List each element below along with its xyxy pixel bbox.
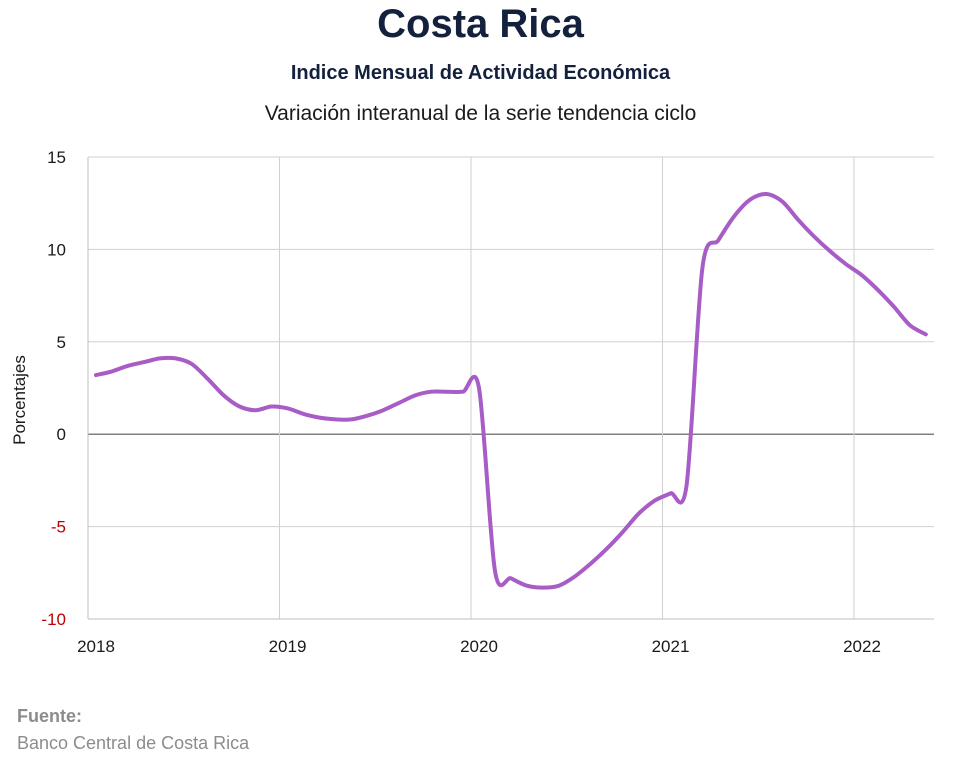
data-point [637, 512, 641, 516]
data-point [270, 405, 274, 409]
data-point [605, 547, 609, 551]
y-tick-label: 15 [47, 148, 66, 167]
data-point [349, 417, 353, 421]
data-point [222, 393, 226, 397]
x-tick-label: 2018 [77, 637, 115, 656]
data-point [557, 584, 561, 588]
data-point [429, 390, 433, 394]
chart-subtitle: Indice Mensual de Actividad Económica [290, 62, 671, 84]
data-point [716, 238, 720, 242]
data-point [732, 214, 736, 218]
data-point [477, 386, 481, 390]
data-point [461, 390, 465, 394]
source-text: Banco Central de Costa Rica [17, 733, 250, 753]
data-point [573, 575, 577, 579]
y-tick-label: 10 [47, 240, 66, 259]
data-point [541, 586, 545, 590]
data-point [286, 406, 290, 410]
data-point [333, 417, 337, 421]
data-point [413, 393, 417, 397]
data-point [126, 364, 130, 368]
y-tick-label: -10 [41, 610, 66, 629]
x-tick-label: 2019 [269, 637, 307, 656]
source-label: Fuente: [17, 706, 82, 726]
data-point [525, 584, 529, 588]
y-tick-label: 0 [57, 425, 66, 444]
data-point [876, 288, 880, 292]
data-point [828, 249, 832, 253]
series-layer [94, 191, 928, 590]
y-axis-label: Porcentajes [10, 355, 29, 445]
data-point [142, 360, 146, 364]
data-point [924, 332, 928, 336]
data-point [254, 408, 258, 412]
x-tick-label: 2021 [652, 637, 690, 656]
data-point [796, 218, 800, 222]
data-point [844, 262, 848, 266]
data-point [764, 192, 768, 196]
data-point [860, 273, 864, 277]
chart-subtitle-secondary: Variación interanual de la serie tendenc… [264, 102, 697, 125]
data-point [892, 305, 896, 309]
data-point [365, 414, 369, 418]
axis-layer: 15 10 5 0 -5 -10 2018 2019 2020 2021 2022 [41, 148, 934, 656]
data-point [397, 401, 401, 405]
data-point [174, 356, 178, 360]
data-point [700, 266, 704, 270]
x-tick-label: 2020 [460, 637, 498, 656]
x-tick-label: 2022 [843, 637, 881, 656]
series-line [94, 191, 928, 590]
data-point [110, 369, 114, 373]
data-point [589, 562, 593, 566]
data-point [812, 235, 816, 239]
data-point [653, 499, 657, 503]
data-point [445, 390, 449, 394]
y-tick-label: 5 [57, 333, 66, 352]
data-point [493, 569, 497, 573]
data-point [509, 576, 513, 580]
y-tick-label: -5 [51, 518, 66, 537]
data-point [158, 356, 162, 360]
data-point [669, 491, 673, 495]
data-point [94, 373, 98, 377]
data-point [685, 484, 689, 488]
data-point [381, 408, 385, 412]
data-point [621, 530, 625, 534]
data-point [238, 405, 242, 409]
data-point [780, 199, 784, 203]
data-point [190, 362, 194, 366]
data-point [302, 412, 306, 416]
data-point [748, 198, 752, 202]
chart-title: Costa Rica [377, 2, 584, 46]
data-point [206, 377, 210, 381]
data-point [317, 416, 321, 420]
data-point [908, 323, 912, 327]
